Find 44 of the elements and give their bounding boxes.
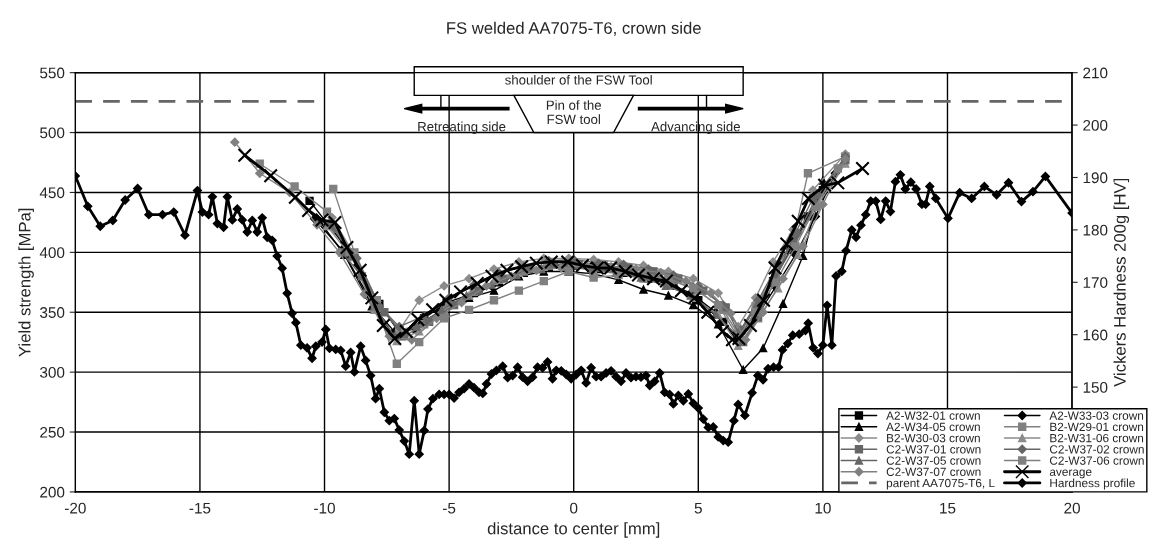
x-tick-label: 10 <box>815 502 831 514</box>
y-axis-title: Yield strength [MPa] <box>18 208 34 357</box>
legend-label: C2-W37-05 crown <box>886 456 981 465</box>
y2-tick-label: 170 <box>1083 277 1108 288</box>
legend-label: average <box>1049 469 1092 479</box>
legend-label: Hardness profile <box>1050 478 1135 490</box>
x-axis-title: distance to center [mm] <box>487 522 660 538</box>
legend-label: B2-W30-03 crown <box>887 433 980 443</box>
legend-label: A2-W34-05 crown <box>886 422 980 432</box>
legend-label: C2-W37-02 crown <box>1049 445 1144 454</box>
legend-label: C2-W37-07 crown <box>886 467 981 476</box>
x-tick-label: -15 <box>189 502 211 514</box>
x-tick-label: 0 <box>570 502 578 514</box>
y2-tick-label: 180 <box>1083 224 1108 236</box>
x-tick-label: 5 <box>694 502 702 514</box>
y2-tick-label: 200 <box>1083 119 1108 131</box>
legend-label: C2-W37-01 crown <box>886 445 981 454</box>
y-tick-label: 300 <box>40 367 65 378</box>
x-tick-label: -20 <box>64 502 86 514</box>
annotation: shoulder of the FSW Tool <box>505 74 652 85</box>
y2-tick-label: 160 <box>1083 329 1108 341</box>
y2-axis-title: Vickers Hardness 200g [HV] <box>1113 178 1130 387</box>
y-tick-label: 450 <box>39 187 65 199</box>
x-tick-label: -10 <box>314 502 335 514</box>
y-tick-label: 500 <box>40 127 65 139</box>
legend-label: B2-W29-01 crown <box>1050 422 1144 432</box>
x-tick-label: -5 <box>443 502 456 514</box>
y-tick-label: 250 <box>40 426 65 438</box>
x-tick-label: 20 <box>1064 502 1080 514</box>
legend-label: A2-W33-03 crown <box>1049 411 1144 420</box>
y-tick-label: 350 <box>40 307 65 318</box>
annotation: Pin of the FSW tool <box>546 100 601 125</box>
legend-label: B2-W31-06 crown <box>1050 433 1144 443</box>
y2-tick-label: 190 <box>1083 172 1108 184</box>
x-tick-label: 15 <box>940 502 956 514</box>
chart-title: FS welded AA7075-T6, crown side <box>447 21 701 36</box>
y-tick-label: 400 <box>39 247 65 259</box>
legend-label: A2-W32-01 crown <box>886 411 980 420</box>
y-tick-label: 200 <box>40 486 65 498</box>
y2-tick-label: 150 <box>1083 381 1108 393</box>
legend-label: parent AA7075-T6, L <box>886 478 995 490</box>
y-tick-label: 550 <box>40 67 65 79</box>
legend-label: C2-W37-06 crown <box>1049 456 1144 465</box>
y2-tick-label: 210 <box>1083 67 1108 79</box>
